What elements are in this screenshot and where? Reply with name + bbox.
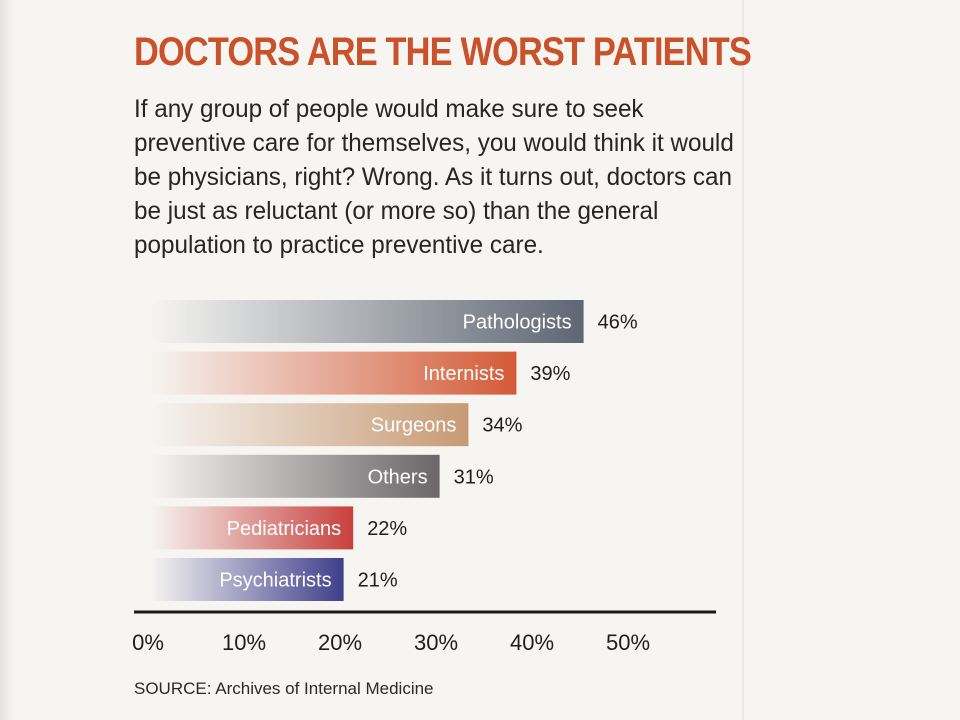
bar-label-surgeons: Surgeons (371, 415, 457, 437)
x-tick-label: 0% (132, 630, 164, 655)
x-tick-label: 20% (318, 630, 362, 655)
chart-title: DOCTORS ARE THE WORST PATIENTS (134, 30, 752, 74)
page-edge (0, 0, 14, 720)
value-label-pediatricians: 22% (367, 518, 407, 540)
bar-pediatricians (150, 506, 354, 550)
value-label-surgeons: 34% (482, 415, 522, 437)
x-tick-label: 40% (510, 630, 554, 655)
value-label-psychiatrists: 21% (358, 570, 398, 592)
bar-psychiatrists (150, 558, 344, 601)
x-tick-labels: 0% 10% 20% 30% 40% 50% (132, 630, 650, 655)
bar-others (150, 454, 440, 498)
bar-label-internists: Internists (423, 363, 504, 385)
bar-label-psychiatrists: Psychiatrists (219, 570, 331, 592)
source-note: SOURCE: Archives of Internal Medicine (134, 679, 434, 698)
chart-subtitle: If any group of people would make sure t… (134, 95, 734, 259)
bar-label-pathologists: Pathologists (463, 312, 572, 334)
bar-surgeons (150, 403, 469, 447)
x-tick-label: 50% (606, 630, 650, 655)
bar-label-pediatricians: Pediatricians (227, 518, 342, 540)
bar-pathologists (150, 300, 584, 343)
x-tick-label: 30% (414, 630, 458, 655)
value-label-internists: 39% (530, 363, 570, 385)
page-fold (742, 0, 744, 720)
value-label-others: 31% (454, 466, 494, 488)
x-tick-label: 10% (222, 630, 266, 655)
value-label-pathologists: 46% (598, 312, 638, 334)
bars-layer: Pathologists 46% Internists 39% Surgeons 34% O… (150, 300, 638, 601)
bar-internists (150, 351, 517, 395)
bar-label-others: Others (368, 466, 428, 488)
